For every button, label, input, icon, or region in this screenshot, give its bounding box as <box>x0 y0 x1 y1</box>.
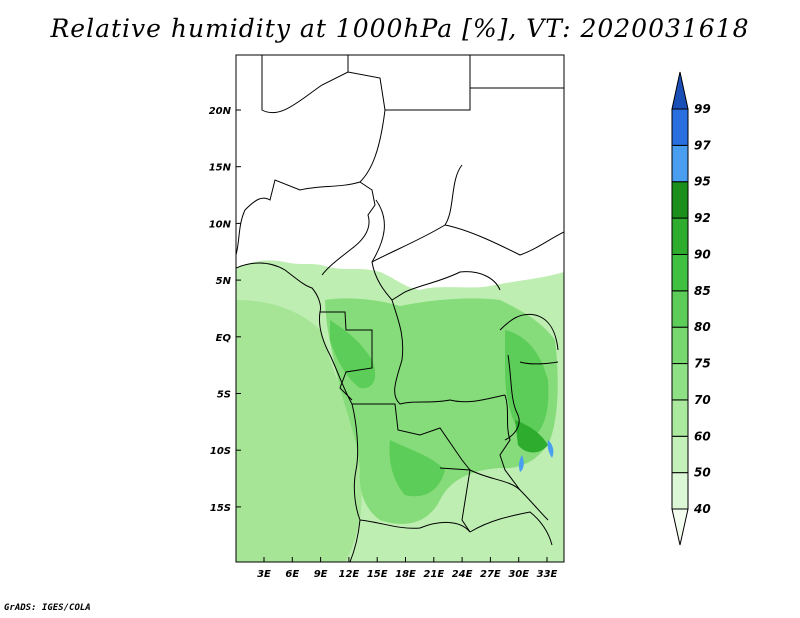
colorbar-bin <box>671 290 689 328</box>
colorbar-label: 40 <box>693 502 711 516</box>
y-tick-label: EQ <box>216 333 232 344</box>
y-tick-label: 5S <box>217 390 231 401</box>
x-axis: 3E 6E 9E 12E 15E 18E 21E 24E 27E 30E 33E <box>257 557 558 580</box>
x-tick-label: 6E <box>285 569 299 580</box>
x-tick-label: 27E <box>480 569 501 580</box>
map-title: Relative humidity at 1000hPa [%], VT: 20… <box>50 14 750 43</box>
country-borders <box>236 55 564 546</box>
coastline <box>236 262 361 562</box>
colorbar-label: 97 <box>694 138 711 152</box>
humidity-field-wet <box>330 320 549 497</box>
colorbar-label: 99 <box>694 102 711 116</box>
colorbar-bin <box>671 253 689 292</box>
humidity-field-lakes <box>518 440 554 472</box>
map-panel <box>236 55 564 562</box>
y-tick-label: 10N <box>209 219 232 230</box>
y-tick-label: 10S <box>210 446 231 457</box>
colorbar-bin <box>671 217 689 255</box>
colorbar-label: 95 <box>694 175 711 189</box>
colorbar-label: 80 <box>694 320 711 334</box>
y-tick-label: 15S <box>210 503 231 514</box>
y-tick-label: 5N <box>216 276 232 287</box>
x-tick-label: 33E <box>537 569 558 580</box>
colorbar: 40 50 60 70 75 80 85 90 92 95 97 99 <box>671 71 711 546</box>
y-tick-label: 15N <box>209 163 232 174</box>
x-tick-label: 15E <box>367 569 388 580</box>
x-tick-label: 30E <box>508 569 529 580</box>
x-tick-label: 3E <box>257 569 271 580</box>
colorbar-bin <box>671 363 689 401</box>
footer-credit: GrADS: IGES/COLA <box>4 603 91 613</box>
map-frame <box>235 54 565 563</box>
colorbar-label: 60 <box>694 429 711 443</box>
x-tick-label: 21E <box>423 569 444 580</box>
y-tick-label: 20N <box>209 106 232 117</box>
colorbar-bin <box>671 508 689 546</box>
colorbar-bin <box>671 108 689 146</box>
colorbar-bin <box>671 181 689 219</box>
colorbar-label: 50 <box>694 466 711 480</box>
humidity-field-ocean <box>236 300 362 562</box>
colorbar-label: 90 <box>694 247 711 261</box>
colorbar-bin <box>671 144 689 183</box>
x-tick-label: 18E <box>395 569 416 580</box>
colorbar-label: 75 <box>694 357 711 371</box>
colorbar-bin <box>671 472 689 510</box>
humidity-field-moist <box>325 298 558 524</box>
colorbar-label: 92 <box>694 211 711 225</box>
colorbar-bin <box>671 71 689 110</box>
x-tick-label: 12E <box>339 569 360 580</box>
humidity-field-high <box>515 420 548 453</box>
colorbar-bin <box>671 399 689 437</box>
colorbar-label: 70 <box>694 393 711 407</box>
y-axis: 20N 15N 10N 5N EQ 5S 10S 15S <box>209 106 241 514</box>
colorbar-label: 85 <box>694 284 711 298</box>
colorbar-bin <box>671 435 689 474</box>
x-tick-label: 9E <box>314 569 328 580</box>
colorbar-bin <box>671 326 689 365</box>
x-tick-label: 24E <box>452 569 473 580</box>
